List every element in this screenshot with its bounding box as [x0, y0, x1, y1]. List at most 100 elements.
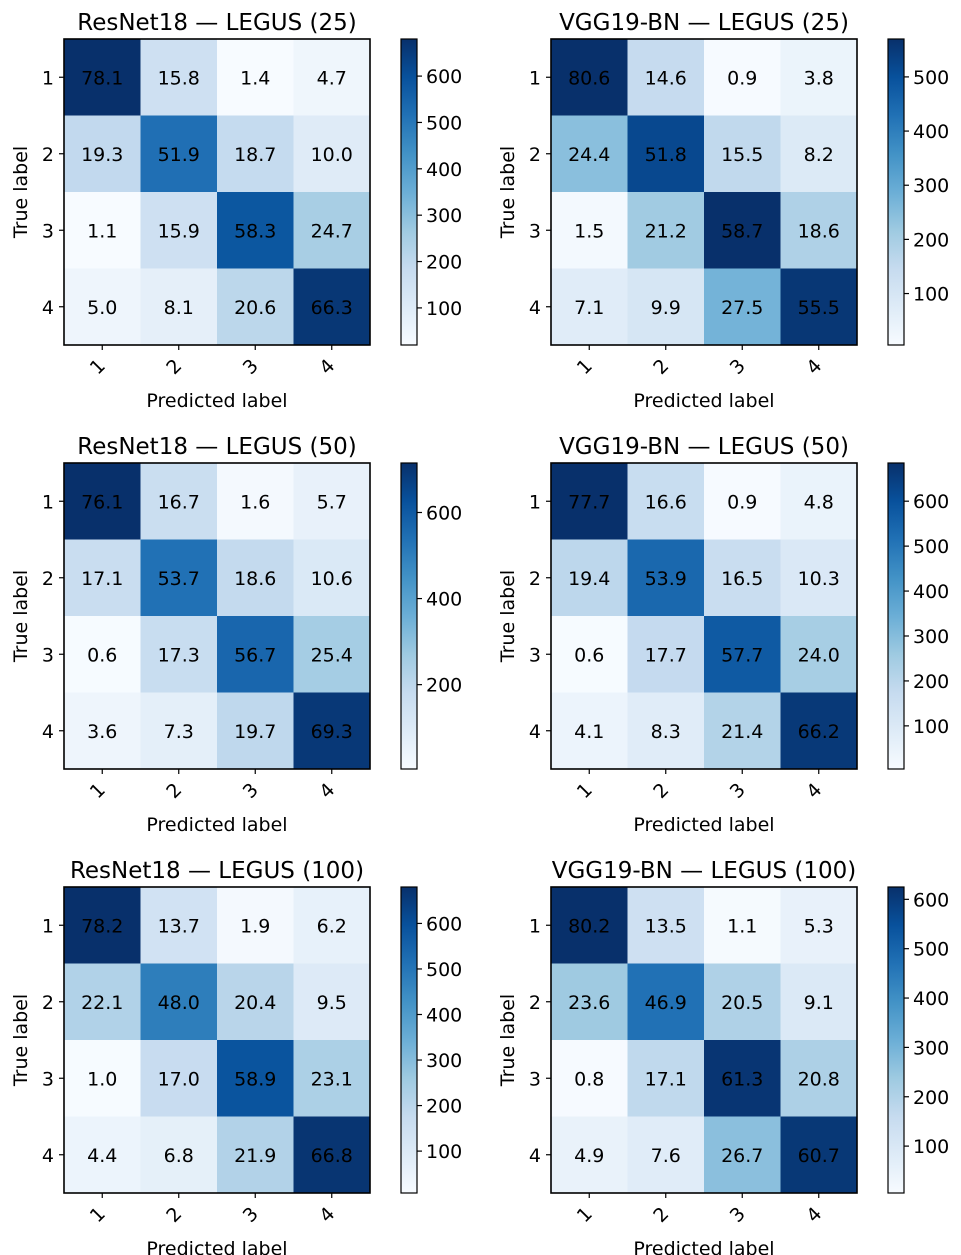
colorbar	[400, 886, 418, 1194]
heatmap-cell	[293, 963, 371, 1041]
cell-value-label: 66.2	[798, 721, 840, 743]
cell-value-label: 17.1	[81, 568, 123, 590]
y-tick-label: 3	[529, 644, 541, 666]
colorbar-tick-label: 200	[426, 252, 462, 274]
colorbar-tick-label: 300	[913, 626, 949, 648]
cell-value-label: 6.8	[164, 1145, 194, 1167]
x-tick-label: 4	[802, 779, 826, 803]
colorbar-tick-label: 500	[913, 939, 949, 961]
heatmap-cell	[704, 539, 781, 617]
y-tick-label: 2	[42, 568, 54, 590]
cell-value-label: 58.3	[234, 220, 276, 242]
heatmap-cell	[551, 268, 628, 346]
cell-value-label: 7.1	[574, 297, 604, 319]
x-tick-label: 1	[573, 1203, 597, 1227]
colorbar-tick-label: 100	[426, 298, 462, 320]
x-axis-label: Predicted label	[146, 1238, 287, 1255]
heatmap-cell	[704, 963, 781, 1041]
cell-value-label: 51.9	[158, 144, 200, 166]
heatmap-cell	[627, 268, 705, 346]
cell-value-label: 13.5	[645, 915, 687, 937]
heatmap-cell	[217, 1040, 294, 1117]
heatmap-cell	[551, 616, 628, 693]
heatmap-cell	[217, 1116, 294, 1194]
heatmap-cell	[217, 692, 294, 770]
heatmap-cell	[140, 963, 218, 1041]
cell-value-label: 3.6	[87, 721, 117, 743]
heatmap-cell	[217, 963, 294, 1041]
heatmap-cell	[551, 463, 628, 540]
cell-value-label: 17.1	[645, 1068, 687, 1090]
chart-title: VGG19-BN — LEGUS (50)	[559, 434, 849, 460]
heatmap-cell	[140, 463, 218, 540]
y-tick-label: 4	[529, 297, 541, 319]
heatmap-cell	[627, 463, 705, 540]
x-tick-label: 3	[726, 355, 750, 379]
cell-value-label: 4.9	[574, 1145, 604, 1167]
plot-frame	[550, 38, 858, 346]
cell-value-label: 19.4	[568, 568, 610, 590]
x-tick-label: 2	[162, 355, 186, 379]
confusion-matrix-panel-2: VGG19-BN — LEGUS (25) 80.6 14.6 0.9 3.8 24.4 5…	[497, 10, 949, 412]
cell-value-label: 25.4	[311, 644, 353, 666]
cell-value-label: 17.0	[158, 1068, 200, 1090]
cell-value-label: 58.9	[234, 1068, 276, 1090]
heatmap-cell	[780, 692, 858, 770]
x-tick-label: 2	[649, 1203, 673, 1227]
heatmap-cell	[551, 1116, 628, 1194]
heatmap-cell	[140, 39, 218, 116]
heatmap-cell	[64, 115, 141, 193]
heatmap-cell	[217, 192, 294, 269]
heatmap-cell	[293, 192, 371, 269]
x-tick-label: 1	[86, 355, 110, 379]
colorbar-tick-label: 600	[426, 913, 462, 935]
x-tick-label: 1	[86, 779, 110, 803]
heatmap-cell	[551, 963, 628, 1041]
cell-value-label: 1.9	[240, 915, 270, 937]
cell-value-label: 57.7	[721, 644, 763, 666]
colorbar-tick-label: 400	[913, 581, 949, 603]
heatmap-cell	[551, 539, 628, 617]
heatmap-cell	[627, 1116, 705, 1194]
cell-value-label: 15.8	[158, 67, 200, 89]
cell-value-label: 21.4	[721, 721, 763, 743]
heatmap-cell	[64, 268, 141, 346]
colorbar-tick-label: 500	[913, 67, 949, 89]
cell-value-label: 9.5	[317, 992, 347, 1014]
colorbar-tick-label: 500	[426, 959, 462, 981]
cell-value-label: 18.7	[234, 144, 276, 166]
heatmap-cell	[293, 39, 371, 116]
y-tick-label: 2	[42, 144, 54, 166]
y-tick-label: 2	[529, 568, 541, 590]
heatmap-cell	[217, 268, 294, 346]
heatmap-cell	[140, 1116, 218, 1194]
heatmap-cell	[627, 539, 705, 617]
y-tick-label: 2	[529, 992, 541, 1014]
cell-value-label: 7.3	[164, 721, 194, 743]
cell-value-label: 17.7	[645, 644, 687, 666]
cell-value-label: 17.3	[158, 644, 200, 666]
heatmap-cell	[704, 268, 781, 346]
cell-value-label: 80.6	[568, 67, 610, 89]
cell-value-label: 66.3	[311, 297, 353, 319]
x-axis-label: Predicted label	[146, 814, 287, 836]
cell-value-label: 20.5	[721, 992, 763, 1014]
heatmap-cell	[704, 1116, 781, 1194]
heatmap-cell	[64, 1116, 141, 1194]
x-tick-label: 4	[315, 1203, 339, 1227]
colorbar-tick-label: 200	[426, 1096, 462, 1118]
cell-value-label: 19.3	[81, 144, 123, 166]
heatmap-cell	[293, 539, 371, 617]
heatmap-cell	[64, 692, 141, 770]
colorbar	[887, 462, 905, 770]
y-tick-label: 1	[529, 67, 541, 89]
heatmap-cell	[64, 39, 141, 116]
x-tick-label: 3	[726, 779, 750, 803]
heatmap-cell	[140, 192, 218, 269]
cell-value-label: 53.7	[158, 568, 200, 590]
colorbar-tick-label: 300	[426, 1050, 462, 1072]
colorbar-tick-label: 200	[913, 229, 949, 251]
heatmap-cell	[780, 539, 858, 617]
heatmap-cell	[64, 463, 141, 540]
